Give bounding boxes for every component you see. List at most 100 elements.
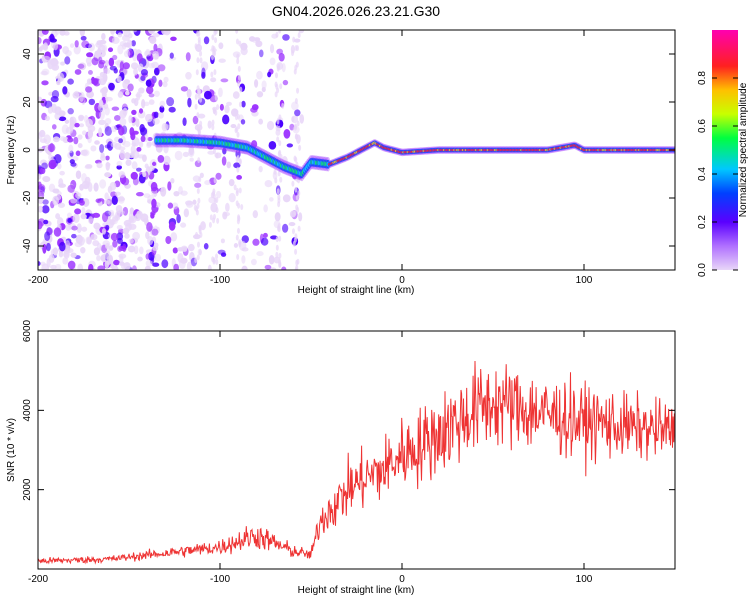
spectrogram-cell <box>293 68 297 75</box>
spectrogram-cell <box>153 90 160 97</box>
spectrogram-cell <box>221 156 227 166</box>
spectrogram-cell <box>73 45 81 55</box>
spectrogram-cell <box>131 161 138 170</box>
colorbar-tick-label: 0.2 <box>697 215 708 229</box>
spectrogram-cell <box>223 212 231 217</box>
spectrogram-cell <box>59 30 66 36</box>
spectrogram-cell <box>141 154 147 162</box>
spectrogram-cell <box>127 83 134 92</box>
spectrogram-cell <box>173 191 180 197</box>
spectrogram-cell <box>150 181 158 192</box>
spectrogram-cell <box>99 110 105 120</box>
spectrogram-cell <box>237 80 241 87</box>
spectrogram-cell <box>77 143 83 149</box>
spectrogram-cell <box>152 262 160 267</box>
x-tick-label: 0 <box>399 275 405 286</box>
spectrogram-x-ticks: -200 -100 0 100 <box>28 30 593 286</box>
spectrogram-cell <box>233 242 239 248</box>
spectrogram-cell <box>240 119 246 125</box>
spectrogram-cell <box>158 79 163 87</box>
spectrogram-cell <box>210 71 214 78</box>
spectrogram-cell <box>65 126 74 135</box>
spectrogram-cell <box>94 140 100 145</box>
spectrogram-cell <box>41 162 48 170</box>
spectrogram-cell <box>81 207 86 215</box>
spectrogram-cell <box>104 118 112 125</box>
spectrogram-cell <box>67 217 73 223</box>
spectrogram-cell <box>199 57 203 64</box>
spectrogram-cell <box>187 243 195 252</box>
spectrogram-cell <box>138 141 144 148</box>
spectrogram-cell <box>275 72 279 79</box>
spectrogram-cell <box>204 180 211 186</box>
spectrogram-cell <box>268 254 275 265</box>
spectrogram-cell <box>292 240 296 247</box>
spectrogram-cell <box>282 34 290 41</box>
spectrogram-cell <box>197 157 201 164</box>
spectrogram-cell <box>108 82 115 91</box>
spectrogram-cell <box>104 59 109 68</box>
spectrogram-cell <box>267 71 272 78</box>
spectrogram-cell <box>93 247 101 256</box>
spectrogram-cell <box>133 245 139 255</box>
spectrogram-cell <box>105 224 110 231</box>
spectrogram-cell <box>275 31 279 38</box>
spectrogram-cell <box>145 231 150 240</box>
spectrogram-cell <box>194 93 198 100</box>
spectrogram-cell <box>125 159 132 167</box>
spectrogram-cell <box>38 261 41 266</box>
spectrogram-cell <box>136 210 143 219</box>
spectrogram-cell <box>143 101 150 107</box>
spectrogram-cell <box>136 167 142 172</box>
spectrogram-marks <box>38 30 675 270</box>
spectrogram-cell <box>116 75 122 83</box>
spectrogram-cell <box>180 257 188 264</box>
spectrogram-cell <box>41 30 49 35</box>
spectrogram-cell <box>207 150 215 155</box>
spectrogram-cell <box>71 225 78 231</box>
spectrogram-cell <box>270 267 277 270</box>
spectrogram-cell <box>278 30 282 34</box>
spectrogram-cell <box>298 30 305 34</box>
spectrogram-cell <box>233 109 239 114</box>
y-tick-label: 40 <box>22 48 33 60</box>
x-tick-label: -100 <box>210 275 230 286</box>
y-tick-label: 20 <box>22 96 33 108</box>
snr-x-ticks: -200 -100 0 100 <box>28 331 593 585</box>
spectrogram-cell <box>80 213 87 220</box>
spectrogram-cell <box>236 175 243 180</box>
spectrogram-cell <box>197 36 201 43</box>
spectrogram-cell <box>107 196 112 207</box>
spectrogram-cell <box>87 129 94 139</box>
spectrogram-cell <box>269 197 274 202</box>
spectrogram-cell <box>234 114 238 121</box>
spectrogram-cell <box>159 100 166 108</box>
spectrogram-cell <box>92 78 101 87</box>
spectrogram-cell <box>131 109 137 115</box>
spectrogram-cell <box>57 202 66 208</box>
spectrogram-cell <box>144 50 152 57</box>
spectrogram-cell <box>151 161 157 167</box>
spectrogram-cell <box>101 92 107 98</box>
spectrogram-cell <box>142 171 147 178</box>
spectrogram-cell <box>140 69 149 76</box>
spectrogram-cell <box>170 177 175 184</box>
spectrogram-cell <box>128 238 134 244</box>
spectrogram-cell <box>104 172 112 178</box>
y-tick-label: 4000 <box>22 399 33 422</box>
spectrogram-cell <box>127 153 135 159</box>
spectrogram-cell <box>70 162 77 167</box>
spectrogram-cell <box>95 42 103 48</box>
spectrogram-cell <box>67 184 75 193</box>
spectrogram-cell <box>81 172 87 183</box>
spectrogram-cell <box>182 117 187 126</box>
spectrogram-cell <box>237 74 241 81</box>
spectrogram-cell <box>78 115 84 122</box>
spectrogram-cell <box>151 61 159 69</box>
spectrogram-cell <box>122 107 128 116</box>
spectrogram-cell <box>38 173 42 180</box>
spectrogram-cell <box>236 166 240 173</box>
spectrogram-cell <box>90 233 98 241</box>
spectrogram-cell <box>250 258 257 266</box>
spectrogram-cell <box>256 91 264 98</box>
